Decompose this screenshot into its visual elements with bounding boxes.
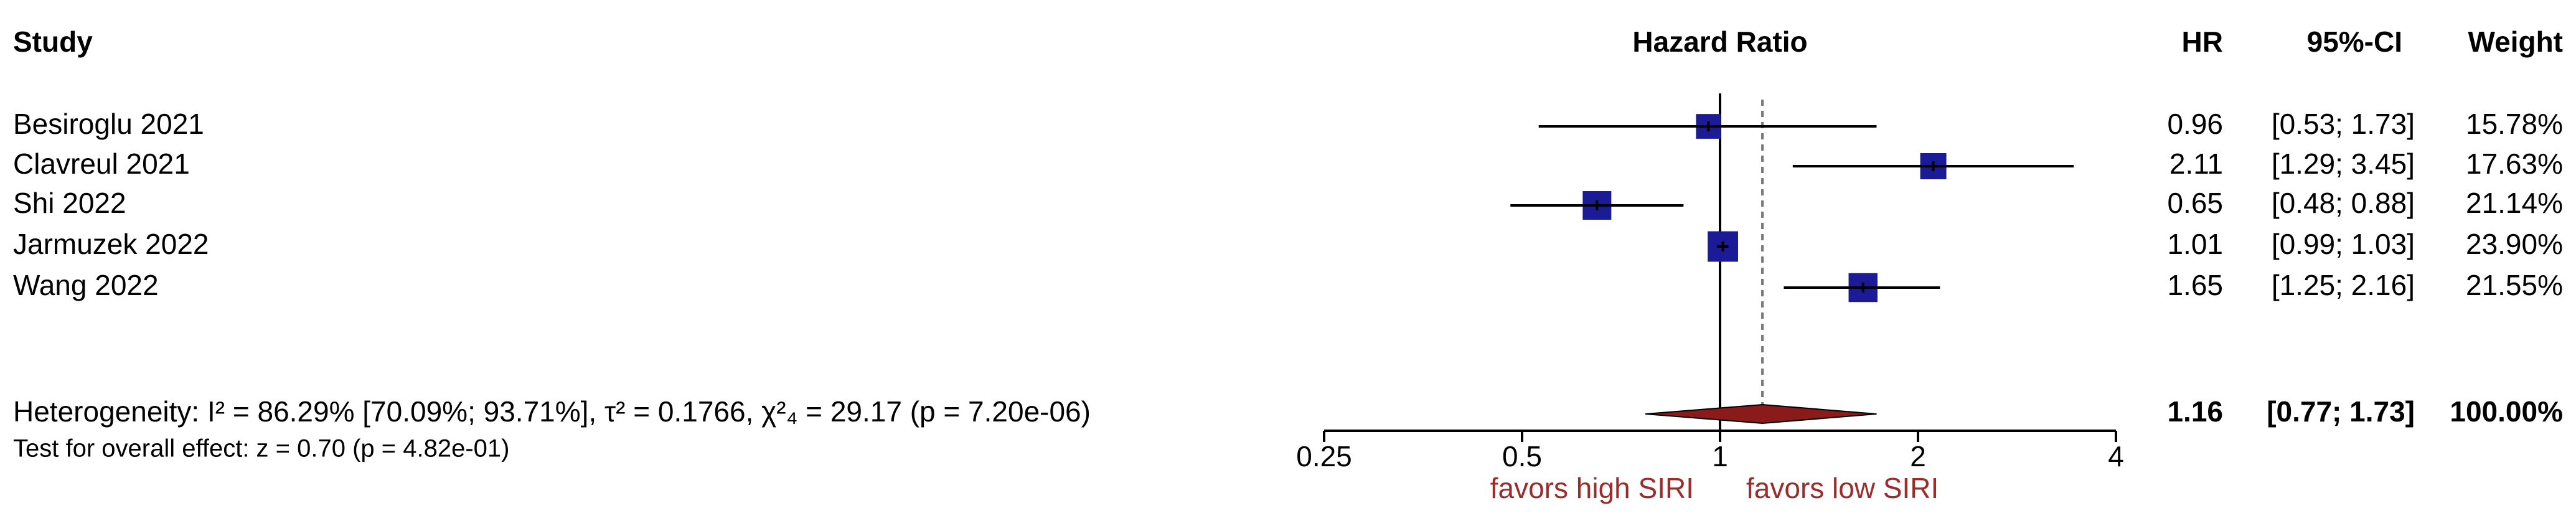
overall-hr: 1.16 [2167, 395, 2223, 428]
study-name: Shi 2022 [13, 187, 126, 219]
x-tick-label: 4 [2108, 440, 2124, 472]
column-header: Weight [2468, 26, 2563, 58]
x-tick-label: 1 [1712, 440, 1728, 472]
hr-value: 0.96 [2167, 108, 2223, 140]
heterogeneity: Heterogeneity: I² = 86.29% [70.09%; 93.7… [13, 395, 1091, 428]
hr-value: 2.11 [2169, 148, 2223, 180]
column-header: HR [2182, 26, 2223, 58]
hr-value: 0.65 [2167, 187, 2223, 219]
weight-label: 23.90% [2466, 228, 2563, 260]
x-tick-label: 0.25 [1296, 440, 1352, 472]
favors-right: favors low SIRI [1746, 472, 1939, 504]
overall-weight: 100.00% [2450, 395, 2563, 428]
weight-label: 17.63% [2466, 148, 2563, 180]
column-header: 95%-CI [2307, 26, 2402, 58]
ci-label: [1.25; 2.16] [2272, 269, 2415, 301]
hr-value: 1.65 [2167, 269, 2223, 301]
hr-value: 1.01 [2167, 228, 2223, 260]
favors-left: favors high SIRI [1490, 472, 1694, 504]
column-header: Hazard Ratio [1632, 26, 1807, 58]
study-name: Clavreul 2021 [13, 148, 190, 180]
x-tick-label: 2 [1910, 440, 1926, 472]
study-name: Wang 2022 [13, 269, 159, 301]
ci-label: [0.53; 1.73] [2272, 108, 2415, 140]
study-name: Jarmuzek 2022 [13, 228, 209, 260]
weight-label: 15.78% [2466, 108, 2563, 140]
weight-label: 21.14% [2466, 187, 2563, 219]
ci-label: [0.48; 0.88] [2272, 187, 2415, 219]
ci-label: [1.29; 3.45] [2272, 148, 2415, 180]
x-tick-label: 0.5 [1502, 440, 1542, 472]
overall-diamond [1645, 403, 1877, 425]
ci-label: [0.99; 1.03] [2272, 228, 2415, 260]
weight-label: 21.55% [2466, 269, 2563, 301]
column-header: Study [13, 26, 93, 58]
study-name: Besiroglu 2021 [13, 108, 204, 140]
overall-ci: [0.77; 1.73] [2267, 395, 2415, 428]
overall-test: Test for overall effect: z = 0.70 (p = 4… [13, 435, 509, 463]
